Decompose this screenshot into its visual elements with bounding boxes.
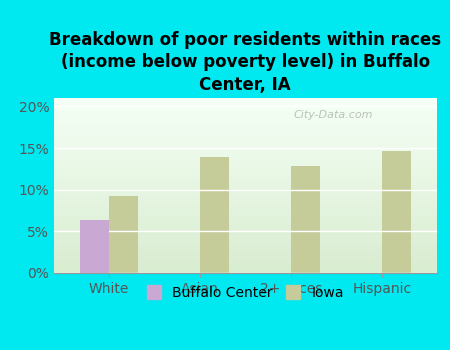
Bar — [54, 203, 436, 206]
Bar — [54, 186, 436, 189]
Bar — [54, 144, 436, 147]
Bar — [54, 122, 436, 126]
Bar — [54, 154, 436, 158]
Bar — [54, 228, 436, 231]
Bar — [54, 108, 436, 112]
Bar — [54, 259, 436, 262]
Bar — [108, 196, 138, 273]
Bar — [54, 150, 436, 154]
Bar — [54, 119, 436, 122]
Bar — [54, 182, 436, 186]
Bar — [54, 220, 436, 224]
Bar — [54, 206, 436, 210]
Bar — [54, 193, 436, 196]
Legend: Buffalo Center, Iowa: Buffalo Center, Iowa — [143, 282, 348, 304]
Bar — [54, 210, 436, 214]
Bar — [54, 98, 436, 102]
Bar — [54, 178, 436, 182]
Bar — [54, 256, 436, 259]
Text: City-Data.com: City-Data.com — [293, 111, 373, 120]
Bar — [54, 175, 436, 178]
Bar — [54, 172, 436, 175]
Bar — [54, 266, 436, 270]
Title: Breakdown of poor residents within races
(income below poverty level) in Buffalo: Breakdown of poor residents within races… — [49, 31, 441, 94]
Bar — [54, 168, 436, 172]
Bar — [54, 199, 436, 203]
Bar — [54, 238, 436, 242]
Bar — [54, 158, 436, 161]
Bar — [54, 126, 436, 130]
Bar — [54, 116, 436, 119]
Bar — [54, 161, 436, 164]
Bar — [382, 150, 411, 273]
Bar — [200, 157, 229, 273]
Bar — [54, 217, 436, 220]
Bar — [54, 164, 436, 168]
Bar — [54, 224, 436, 228]
Bar — [291, 166, 320, 273]
Bar — [54, 147, 436, 150]
Bar — [54, 112, 436, 116]
Bar — [54, 133, 436, 136]
Bar — [54, 196, 436, 200]
Bar — [54, 136, 436, 140]
Bar — [80, 220, 108, 273]
Bar — [54, 245, 436, 248]
Bar — [54, 214, 436, 217]
Bar — [54, 252, 436, 256]
Bar — [54, 248, 436, 252]
Bar — [54, 102, 436, 105]
Bar — [54, 105, 436, 108]
Bar — [54, 262, 436, 266]
Bar — [54, 270, 436, 273]
Bar — [54, 189, 436, 192]
Bar — [54, 241, 436, 245]
Bar — [54, 130, 436, 133]
Bar — [54, 234, 436, 238]
Bar — [54, 140, 436, 143]
Bar — [54, 231, 436, 234]
